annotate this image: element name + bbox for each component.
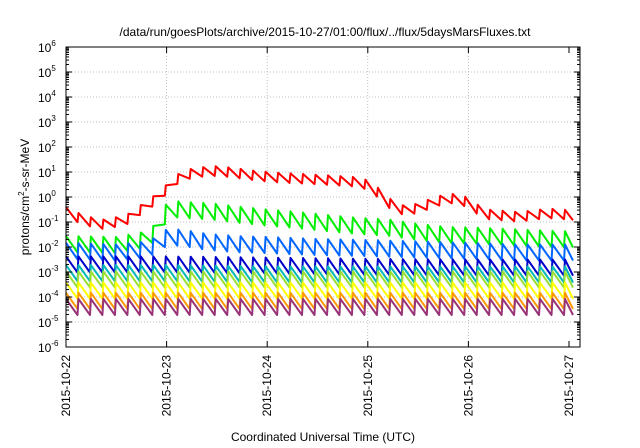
x-tick-label: 2015-10-27 bbox=[562, 355, 576, 417]
series-group bbox=[65, 165, 574, 316]
y-tick-label: 10-5 bbox=[38, 314, 59, 330]
x-tick-label: 2015-10-25 bbox=[361, 355, 375, 417]
y-tick-label: 102 bbox=[38, 139, 56, 155]
x-tick-label: 2015-10-22 bbox=[59, 355, 73, 417]
series-line bbox=[65, 270, 574, 289]
y-tick-label: 103 bbox=[38, 114, 56, 130]
series-line bbox=[65, 297, 574, 316]
x-axis-label: Coordinated Universal Time (UTC) bbox=[231, 430, 415, 444]
series-line bbox=[65, 165, 574, 230]
y-tick-label: 10-4 bbox=[38, 289, 59, 305]
x-tick-label: 2015-10-23 bbox=[160, 355, 174, 417]
chart-title: /data/run/goesPlots/archive/2015-10-27/0… bbox=[120, 25, 532, 39]
y-tick-label: 100 bbox=[38, 189, 56, 205]
y-tick-label: 106 bbox=[38, 39, 56, 55]
x-axis: 2015-10-22 2015-10-23 2015-10-24 2015-10-25… bbox=[59, 47, 576, 416]
x-tick-label: 2015-10-26 bbox=[461, 355, 475, 417]
y-axis: 10-6 10-5 10-4 10-3 10-2 10-1 100 101 102 103 104 1… bbox=[38, 39, 580, 355]
y-tick-label: 101 bbox=[38, 164, 56, 180]
y-tick-label: 10-1 bbox=[38, 214, 59, 230]
y-tick-label: 105 bbox=[38, 64, 56, 80]
series-line bbox=[65, 281, 574, 300]
y-tick-label: 10-6 bbox=[38, 339, 59, 355]
series-line bbox=[65, 200, 574, 255]
y-tick-label: 10-2 bbox=[38, 239, 59, 255]
y-axis-label: protons/cm2-s-sr-MeV bbox=[17, 139, 32, 255]
y-tick-label: 10-3 bbox=[38, 264, 59, 280]
series-line bbox=[65, 228, 574, 262]
x-tick-label: 2015-10-24 bbox=[260, 355, 274, 417]
y-tick-label: 104 bbox=[38, 89, 56, 105]
